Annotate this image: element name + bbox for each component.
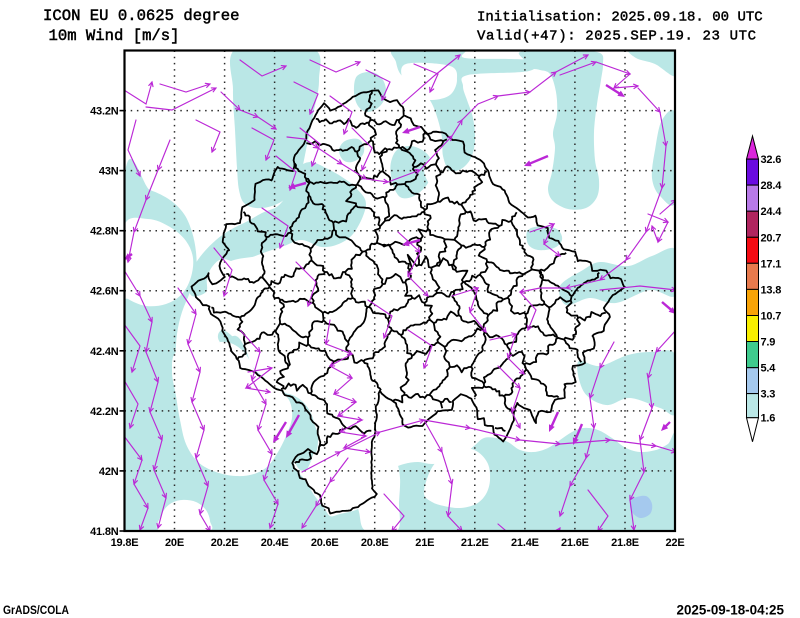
svg-text:20.7: 20.7 bbox=[761, 232, 782, 244]
svg-text:43.2N: 43.2N bbox=[90, 106, 119, 118]
svg-text:3.3: 3.3 bbox=[761, 389, 776, 401]
svg-text:20.2E: 20.2E bbox=[211, 537, 239, 549]
svg-text:13.8: 13.8 bbox=[761, 284, 782, 296]
svg-text:42.6N: 42.6N bbox=[90, 286, 119, 298]
svg-text:41.8N: 41.8N bbox=[90, 526, 119, 538]
svg-text:GrADS/COLA: GrADS/COLA bbox=[3, 603, 69, 617]
svg-text:21.8E: 21.8E bbox=[611, 537, 639, 549]
svg-text:5.4: 5.4 bbox=[761, 363, 777, 375]
svg-text:24.4: 24.4 bbox=[761, 206, 783, 218]
svg-text:10.7: 10.7 bbox=[761, 311, 782, 323]
svg-text:10m Wind [m/s]: 10m Wind [m/s] bbox=[49, 27, 180, 45]
svg-text:43N: 43N bbox=[99, 166, 119, 178]
svg-text:32.6: 32.6 bbox=[761, 154, 782, 166]
svg-text:21.6E: 21.6E bbox=[561, 537, 589, 549]
svg-text:28.4: 28.4 bbox=[761, 180, 783, 192]
svg-text:20.6E: 20.6E bbox=[311, 537, 339, 549]
svg-text:42.8N: 42.8N bbox=[90, 226, 119, 238]
svg-text:ICON EU 0.0625 degree: ICON EU 0.0625 degree bbox=[43, 7, 240, 25]
svg-text:21.4E: 21.4E bbox=[511, 537, 539, 549]
svg-text:42.2N: 42.2N bbox=[90, 406, 119, 418]
svg-text:20.8E: 20.8E bbox=[361, 537, 389, 549]
svg-text:Valid(+47): 2025.SEP.19. 23 UT: Valid(+47): 2025.SEP.19. 23 UTC bbox=[477, 29, 757, 45]
svg-text:1.6: 1.6 bbox=[761, 413, 776, 425]
svg-text:19.8E: 19.8E bbox=[111, 537, 139, 549]
svg-text:21.2E: 21.2E bbox=[461, 537, 489, 549]
svg-text:2025-09-18-04:25: 2025-09-18-04:25 bbox=[677, 603, 785, 618]
svg-text:20E: 20E bbox=[165, 537, 184, 549]
svg-text:Initialisation: 2025.09.18. 00: Initialisation: 2025.09.18. 00 UTC bbox=[477, 9, 763, 25]
svg-text:22E: 22E bbox=[666, 537, 685, 549]
svg-text:17.1: 17.1 bbox=[761, 258, 782, 270]
svg-text:21E: 21E bbox=[415, 537, 434, 549]
svg-text:42.4N: 42.4N bbox=[90, 346, 119, 358]
svg-text:20.4E: 20.4E bbox=[261, 537, 289, 549]
svg-text:7.9: 7.9 bbox=[761, 337, 776, 349]
svg-text:42N: 42N bbox=[99, 466, 119, 478]
